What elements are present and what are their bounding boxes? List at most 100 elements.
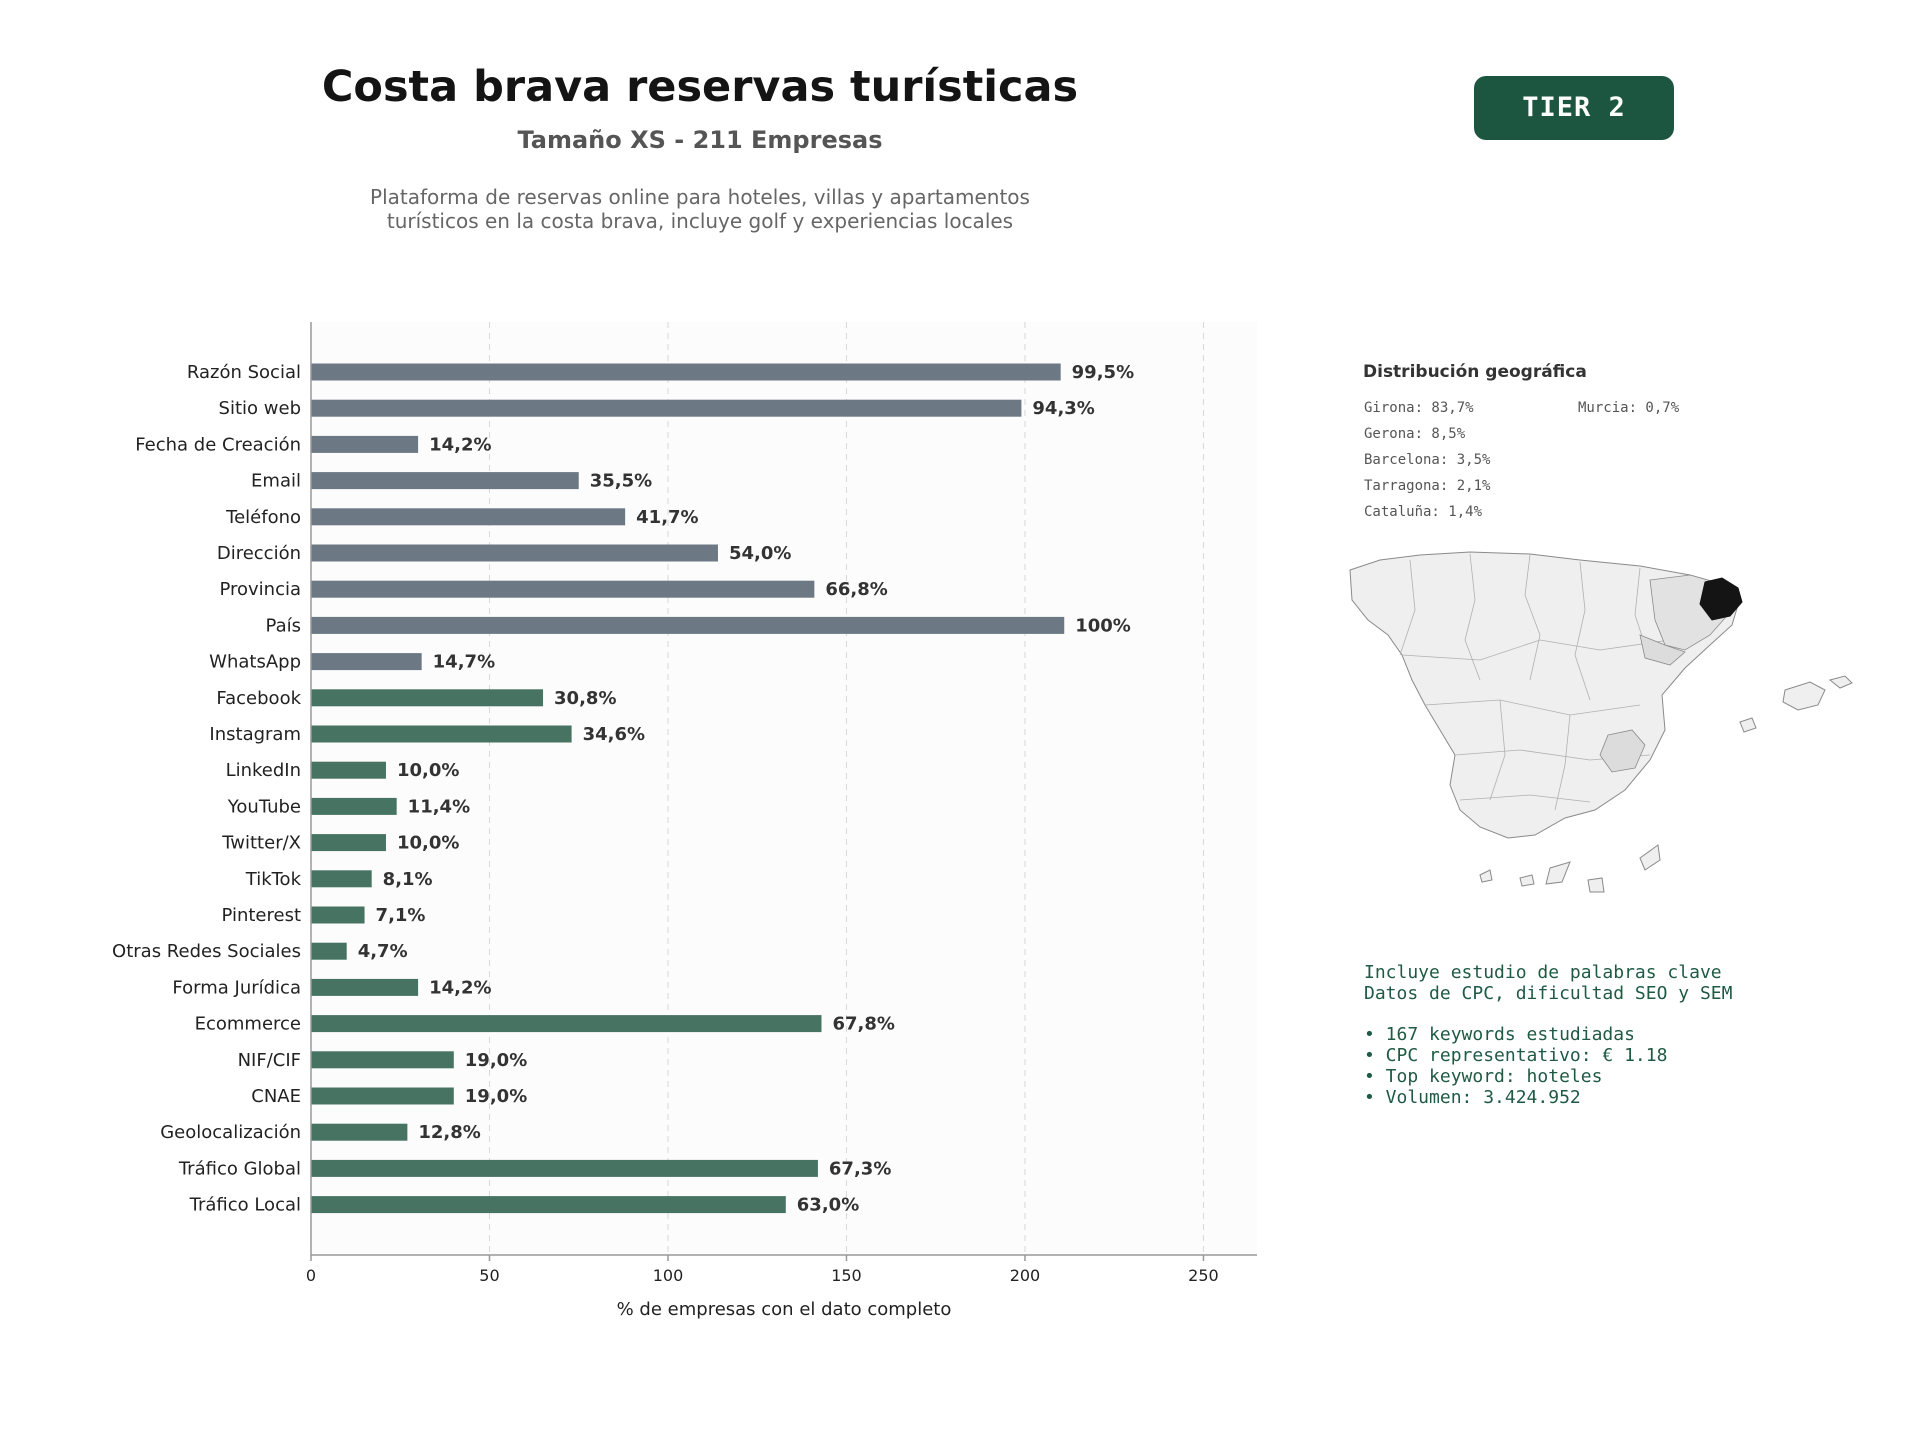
description: Plataforma de reservas online para hotel… [0,185,1400,233]
map-region-tarragona [1639,634,1686,666]
bar-forma-juridica [311,978,419,996]
x-tick-label-200: 200 [1010,1266,1041,1285]
value-label-email: 35,5% [590,471,652,492]
map-balearic-ibiza [1739,717,1757,733]
bar-tiktok [311,870,372,888]
value-label-provincia: 66,8% [825,579,887,600]
value-label-tiktok: 8,1% [383,869,433,890]
category-label-youtube: YouTube [227,796,301,817]
spain-map [1349,551,1853,893]
x-tick-label-0: 0 [306,1266,316,1285]
geo-item-tarragona: Tarragona: 2,1% [1364,478,1491,494]
keywords-box: Incluye estudio de palabras clave Datos … [1364,962,1732,1108]
bar-instagram [311,725,572,743]
category-label-linkedin: LinkedIn [226,760,301,781]
map-balearic-menorca [1828,675,1853,689]
keywords-bullet-2: • CPC representativo: € 1.18 [1364,1045,1668,1066]
category-label-trafico-global: Tráfico Global [178,1158,301,1179]
map-peninsula [1349,551,1739,839]
plot-background [311,322,1257,1255]
description-line-1: Plataforma de reservas online para hotel… [370,185,1030,209]
value-label-whatsapp: 14,7% [433,652,495,673]
map-region-girona [1699,577,1743,621]
page-title: Costa brava reservas turísticas [321,62,1079,112]
bar-razon-social [311,363,1061,381]
value-label-forma-juridica: 14,2% [429,977,491,998]
category-labels: Razón Social Sitio web Fecha de Creación Em… [112,362,302,1216]
value-label-razon-social: 99,5% [1072,362,1134,383]
category-label-twitter-x: Twitter/X [221,833,301,854]
value-labels: 99,5% 94,3% 14,2% 35,5% 41,7% 54,0% 66,8% 100% 1… [358,362,1134,1216]
value-label-fecha-de-creacion: 14,2% [429,434,491,455]
category-label-ecommerce: Ecommerce [195,1014,301,1035]
category-label-fecha-de-creacion: Fecha de Creación [135,434,301,455]
value-label-twitter-x: 10,0% [397,833,459,854]
geo-item-girona: Girona: 83,7% [1364,400,1474,416]
completeness-bar-chart: 99,5% 94,3% 14,2% 35,5% 41,7% 54,0% 66,8% 100% 1… [112,322,1257,1320]
value-label-facebook: 30,8% [554,688,616,709]
value-label-trafico-local: 63,0% [797,1195,859,1216]
category-label-razon-social: Razón Social [187,362,301,383]
tier-badge: TIER 2 [1474,76,1674,140]
value-label-cnae: 19,0% [465,1086,527,1107]
category-label-whatsapp: WhatsApp [209,652,301,673]
bar-sitio-web [311,399,1022,417]
value-label-pinterest: 7,1% [376,905,426,926]
bar-whatsapp [311,653,422,671]
map-province-borders [1399,553,1671,811]
value-label-otras-redes-sociales: 4,7% [358,941,408,962]
description-line-2: turísticos en la costa brava, incluye go… [386,209,1014,233]
bar-direccion [311,544,718,562]
value-label-sitio-web: 94,3% [1032,398,1094,419]
bar-pinterest [311,906,365,924]
category-label-email: Email [251,471,301,492]
value-label-trafico-global: 67,3% [829,1158,891,1179]
bar-fecha-de-creacion [311,435,419,453]
geo-item-cataluna: Cataluña: 1,4% [1364,504,1483,520]
keywords-bullet-3: • Top keyword: hoteles [1364,1066,1603,1087]
bar-facebook [311,689,544,707]
value-label-youtube: 11,4% [408,796,470,817]
category-label-sitio-web: Sitio web [219,398,301,419]
value-label-instagram: 34,6% [583,724,645,745]
map-region-murcia [1599,729,1646,773]
category-label-pinterest: Pinterest [221,905,301,926]
value-label-pais: 100% [1075,615,1131,636]
x-tick-label-100: 100 [653,1266,684,1285]
bar-youtube [311,797,397,815]
x-tick-label-250: 250 [1188,1266,1219,1285]
keywords-bullet-1: • 167 keywords estudiadas [1364,1024,1635,1045]
bar-trafico-local [311,1196,786,1214]
bar-geolocalizacion [311,1123,408,1141]
category-label-direccion: Dirección [217,543,301,564]
bars [311,363,1065,1214]
map-balearic-mallorca [1782,681,1826,711]
category-label-telefono: Teléfono [225,507,301,528]
value-label-telefono: 41,7% [636,507,698,528]
x-tick-label-150: 150 [831,1266,862,1285]
keywords-line-2: Datos de CPC, dificultad SEO y SEM [1364,983,1733,1004]
keywords-bullet-4: • Volumen: 3.424.952 [1364,1087,1581,1108]
bar-telefono [311,508,626,526]
bar-linkedin [311,761,386,779]
value-label-ecommerce: 67,8% [832,1014,894,1035]
category-label-pais: País [266,615,301,636]
category-label-nif-cif: NIF/CIF [238,1050,301,1071]
bar-twitter-x [311,834,386,852]
value-label-geolocalizacion: 12,8% [418,1122,480,1143]
map-canary-islands [1479,844,1661,893]
value-label-direccion: 54,0% [729,543,791,564]
category-label-otras-redes-sociales: Otras Redes Sociales [112,941,301,962]
category-label-tiktok: TikTok [245,869,302,890]
bar-pais [311,616,1065,634]
x-axis-label: % de empresas con el dato completo [617,1299,952,1320]
category-label-trafico-local: Tráfico Local [189,1195,301,1216]
geo-item-gerona: Gerona: 8,5% [1364,426,1466,442]
bar-trafico-global [311,1159,818,1177]
category-label-forma-juridica: Forma Jurídica [172,977,301,998]
value-label-linkedin: 10,0% [397,760,459,781]
bar-email [311,472,579,490]
geo-item-barcelona: Barcelona: 3,5% [1364,452,1491,468]
keywords-line-1: Incluye estudio de palabras clave [1364,962,1722,983]
geo-item-murcia: Murcia: 0,7% [1578,400,1680,416]
